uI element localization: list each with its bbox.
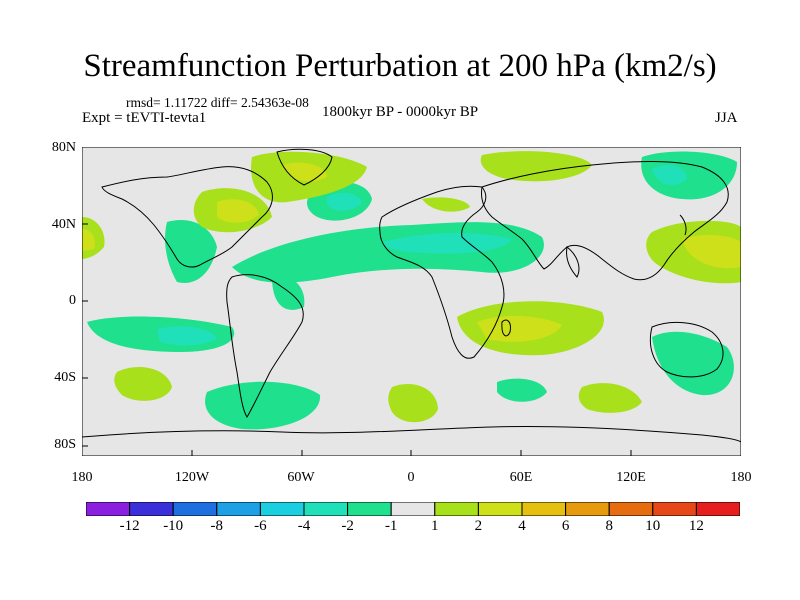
x-tick-label: 180 <box>730 470 752 485</box>
experiment-label: Expt = tEVTI-tevta1 <box>82 110 207 126</box>
period-label: 1800kyr BP - 0000kyr BP <box>322 104 479 120</box>
contour-siberia <box>641 151 737 200</box>
x-tick-label: 60E <box>509 470 533 485</box>
contour-south-atlantic <box>205 381 321 430</box>
colorbar-boxes <box>86 502 740 516</box>
contour-southern-indian <box>497 378 547 402</box>
colorbar-label: 1 <box>431 518 439 534</box>
colorbar-box <box>86 502 131 516</box>
coast-north-america <box>101 166 273 268</box>
contour-eurasia-north <box>480 151 592 182</box>
coastlines <box>82 148 741 443</box>
x-tick-label: 0 <box>407 470 415 485</box>
colorbar-box <box>565 502 610 516</box>
colorbar-label: 12 <box>688 518 704 534</box>
chart-title: Streamfunction Perturbation at 200 hPa (… <box>83 48 717 84</box>
colorbar-label: -2 <box>341 518 354 534</box>
coast-eurasia <box>481 161 729 281</box>
colorbar-box <box>390 502 436 516</box>
colorbar-label: 4 <box>518 518 526 534</box>
contour-australia <box>652 331 734 396</box>
contour-europe <box>422 197 470 212</box>
colorbar-box <box>652 502 697 516</box>
contour-south-indian-core <box>477 315 562 342</box>
y-tick-label: 40N <box>51 217 76 232</box>
colorbar-box <box>216 502 261 516</box>
colorbar-box <box>259 502 305 516</box>
coast-south-america <box>226 274 304 418</box>
colorbar-label: 2 <box>474 518 483 534</box>
x-tick-label: 60W <box>287 470 315 485</box>
y-tick-label: 80S <box>54 437 76 452</box>
y-tick-label: 0 <box>69 293 76 308</box>
contour-greenland-core <box>282 162 327 182</box>
colorbar-label: -6 <box>254 518 267 534</box>
colorbar-label: 8 <box>605 518 613 534</box>
contour-tropical-core <box>382 232 512 254</box>
contour-tropical-pacific-south-core <box>157 326 217 346</box>
colorbar-label: -8 <box>210 518 224 534</box>
map-plot <box>82 147 741 456</box>
rmsd-diff-stats: rmsd= 1.11722 diff= 2.54363e-08 <box>126 95 309 110</box>
x-tick-label: 180 <box>71 470 93 485</box>
colorbar-box <box>521 502 567 516</box>
coast-japan <box>679 214 687 236</box>
coast-madagascar <box>501 319 511 337</box>
contour-north-america-core <box>217 199 259 223</box>
colorbar-box <box>608 502 654 516</box>
x-tick-label: 120W <box>174 470 210 485</box>
colorbar-label: 10 <box>645 518 661 534</box>
contour-north-pacific-east-core <box>82 229 95 251</box>
contour-east-pacific-tropics <box>272 276 305 310</box>
colorbar-box <box>347 502 392 516</box>
coast-greenland <box>276 148 333 186</box>
contour-siberia-core <box>652 164 687 185</box>
coast-australia <box>649 322 724 378</box>
contour-fill-layer <box>82 151 741 430</box>
colorbar-box <box>434 502 479 516</box>
colorbar-box <box>695 502 740 516</box>
contour-southern-pacific-west <box>578 383 642 413</box>
contour-south-pacific <box>114 367 172 401</box>
contour-north-atlantic-core <box>327 192 362 211</box>
colorbar-label: -10 <box>163 518 184 534</box>
colorbar-box <box>303 502 349 516</box>
colorbar-label: 6 <box>561 518 570 534</box>
y-tick-label: 40S <box>54 370 76 385</box>
contour-north-pacific-west-core <box>682 235 741 269</box>
coast-antarctica <box>82 425 741 443</box>
y-tick-label: 80N <box>51 140 76 155</box>
colorbar-label: -12 <box>119 518 140 534</box>
season-label: JJA <box>715 110 738 126</box>
colorbar-box <box>172 502 218 516</box>
contour-southern-ocean <box>388 383 438 423</box>
coast-india <box>566 246 580 278</box>
colorbar <box>86 502 740 516</box>
colorbar-label: -1 <box>384 518 398 534</box>
colorbar-box <box>477 502 523 516</box>
contour-central-america <box>165 219 217 283</box>
x-tick-label: 120E <box>616 470 646 485</box>
colorbar-label: -4 <box>297 518 311 534</box>
colorbar-box <box>129 502 174 516</box>
axis-ticks <box>82 147 632 456</box>
